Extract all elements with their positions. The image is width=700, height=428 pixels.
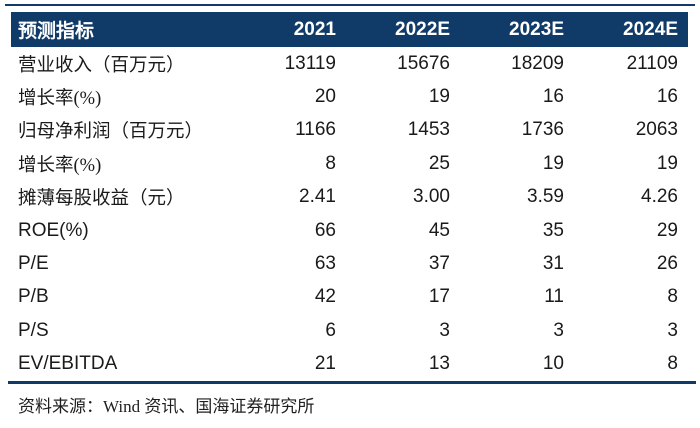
row-label: 归母净利润（百万元） (18, 122, 204, 143)
row-value: 19 (428, 86, 450, 108)
row-value: 21109 (626, 52, 678, 74)
row-value: 17 (428, 286, 450, 308)
row-value: 2063 (635, 119, 678, 141)
row-value: 2.41 (299, 186, 336, 208)
table-body: 营业收入（百万元） 13119 15676 18209 21109 增长率(%) 20 19 1… (11, 47, 688, 381)
row-label: 摊薄每股收益（元） (18, 189, 185, 210)
row-value: 11 (544, 286, 564, 308)
row-value: 42 (314, 286, 336, 308)
row-value: 3 (667, 319, 678, 341)
bottom-divider (8, 381, 696, 384)
row-value: 37 (428, 253, 450, 275)
row-label: 增长率(%) (18, 155, 102, 176)
row-value: 15676 (397, 52, 450, 74)
row-value: 29 (656, 219, 678, 241)
row-value: 1453 (407, 119, 450, 141)
table-row: EV/EBITDA 21 13 10 8 (11, 348, 688, 381)
row-value: 8 (667, 286, 678, 308)
row-value: 19 (542, 152, 564, 174)
row-value: 4.26 (641, 186, 678, 208)
row-value: 63 (314, 253, 336, 275)
row-value: 6 (325, 319, 336, 341)
row-value: 1736 (521, 119, 564, 141)
row-value: 8 (325, 152, 336, 174)
table-row: P/B 42 17 11 8 (11, 281, 688, 314)
table-row: 增长率(%) 8 25 19 19 (11, 147, 688, 180)
row-value: 45 (428, 219, 450, 241)
table-header-year-2024e: 2024E (623, 18, 678, 40)
table-header-row: 预测指标 2021 2022E 2023E 2024E (11, 12, 688, 47)
row-label: ROE(%) (18, 219, 89, 241)
row-label: P/B (18, 286, 49, 308)
row-value: 3 (553, 319, 564, 341)
table-row: ROE(%) 66 45 35 29 (11, 214, 688, 247)
row-value: 3 (439, 319, 450, 341)
row-value: 66 (314, 219, 336, 241)
row-value: 25 (428, 152, 450, 174)
row-value: 10 (542, 353, 564, 375)
row-label: P/E (18, 253, 49, 275)
row-value: 13119 (284, 52, 336, 74)
row-value: 13 (428, 353, 450, 375)
row-value: 21 (314, 353, 336, 375)
table-row: 归母净利润（百万元） 1166 1453 1736 2063 (11, 114, 688, 147)
row-label: P/S (18, 319, 49, 341)
table-header-year-2022e: 2022E (395, 18, 450, 40)
row-label: 增长率(%) (18, 89, 102, 110)
top-divider (5, 4, 695, 6)
row-label: 营业收入（百万元） (18, 55, 185, 76)
table-header-label: 预测指标 (18, 21, 95, 42)
row-value: 20 (314, 86, 336, 108)
table-row: P/S 6 3 3 3 (11, 314, 688, 347)
row-value: 18209 (511, 52, 564, 74)
row-value: 8 (667, 353, 678, 375)
table-header-year-2023e: 2023E (509, 18, 564, 40)
row-value: 16 (542, 86, 564, 108)
row-value: 3.00 (413, 186, 450, 208)
table-row: 摊薄每股收益（元） 2.41 3.00 3.59 4.26 (11, 181, 688, 214)
row-label: EV/EBITDA (18, 353, 118, 375)
row-value: 31 (542, 253, 564, 275)
data-source-note: 资料来源：Wind 资讯、国海证券研究所 (18, 397, 315, 416)
table-row: 增长率(%) 20 19 16 16 (11, 80, 688, 113)
row-value: 3.59 (527, 186, 564, 208)
row-value: 19 (656, 152, 678, 174)
row-value: 35 (542, 219, 564, 241)
row-value: 26 (656, 253, 678, 275)
row-value: 16 (656, 86, 678, 108)
table-row: P/E 63 37 31 26 (11, 247, 688, 280)
table-row: 营业收入（百万元） 13119 15676 18209 21109 (11, 47, 688, 80)
row-value: 1166 (295, 119, 336, 141)
table-header-year-2021: 2021 (293, 18, 336, 40)
